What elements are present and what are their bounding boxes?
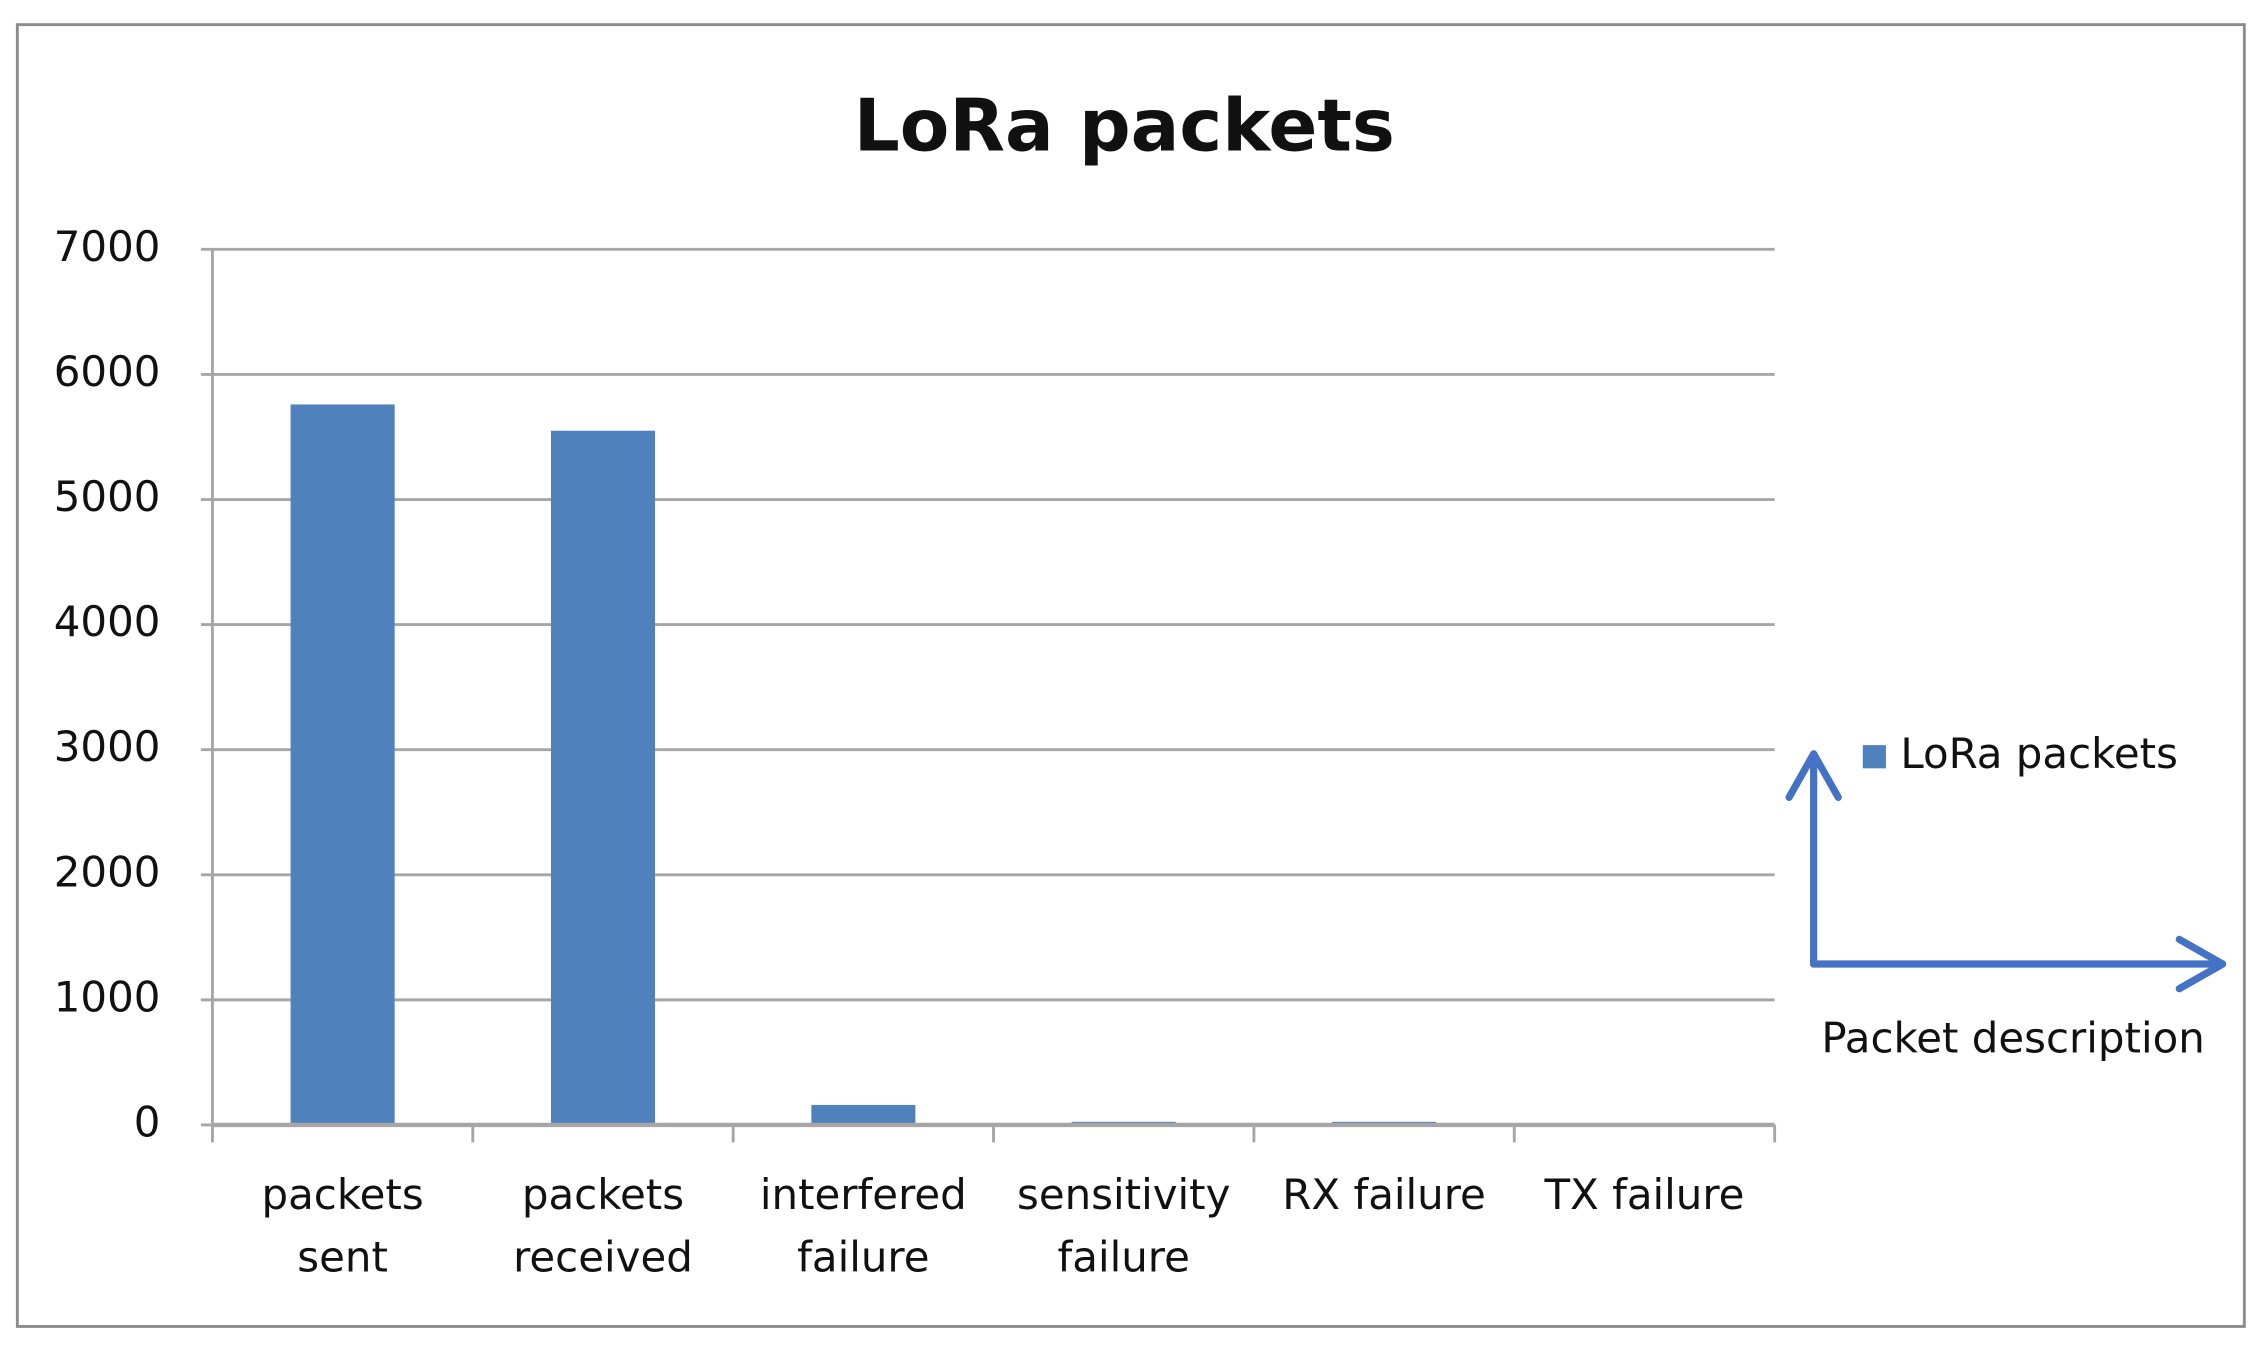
x-tick-label-box: RX failure (1282, 1169, 1486, 1220)
x-tick-label: sensitivity failure (1017, 1169, 1231, 1282)
x-arrow (1810, 935, 2227, 993)
axis-arrows (1785, 750, 2227, 993)
x-tick-label-box: sensitivity failure (1017, 1169, 1231, 1282)
y-tick-label: 6000 (54, 347, 161, 396)
x-tick-label-box: packets received (513, 1169, 693, 1282)
x-tick-label: packets sent (261, 1169, 424, 1282)
x-tick-label: interfered failure (759, 1169, 967, 1282)
x-tick-label-box: TX failure (1544, 1169, 1745, 1220)
y-tick-label: 2000 (54, 847, 161, 896)
legend-swatch (1862, 745, 1886, 769)
x-tick-label-box: packets sent (261, 1169, 424, 1282)
y-tick-label: 4000 (54, 597, 161, 646)
y-tick-label: 5000 (54, 472, 161, 521)
x-tick-label: RX failure (1282, 1169, 1486, 1220)
bar (550, 430, 656, 1125)
x-tick-label: packets received (513, 1169, 693, 1282)
annotation: Packet description (1821, 1013, 2204, 1062)
y-tick-label: 3000 (54, 722, 161, 771)
y-tick-label: 0 (134, 1097, 161, 1146)
x-tick-label-box: interfered failure (759, 1169, 967, 1282)
x-tick-label: TX failure (1544, 1169, 1745, 1220)
legend-label: LoRa packets (1900, 729, 2178, 778)
chart-title: LoRa packets (854, 84, 1395, 168)
y-arrow (1785, 750, 1842, 968)
y-tick-label: 7000 (54, 222, 161, 271)
bar (290, 404, 395, 1125)
y-tick-label: 1000 (54, 972, 161, 1021)
bar (811, 1104, 916, 1125)
